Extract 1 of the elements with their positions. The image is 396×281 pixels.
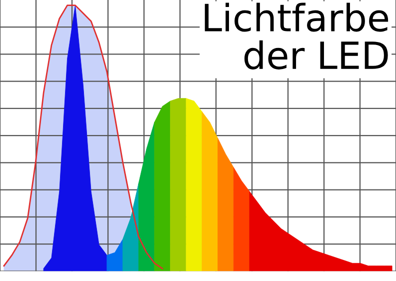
chart-title: Lichtfarbe der LED [204, 2, 388, 70]
